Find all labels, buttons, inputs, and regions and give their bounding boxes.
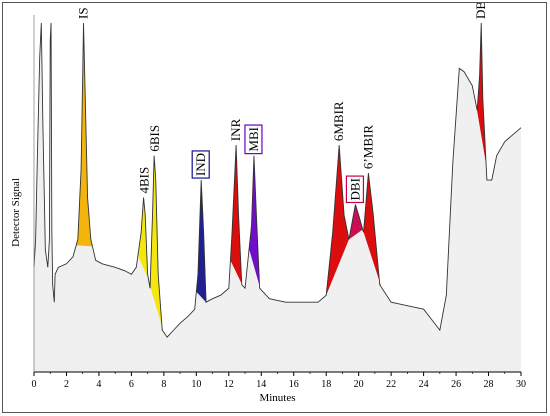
x-tick-label: 2 — [64, 379, 69, 390]
peak-label-group: IND — [191, 150, 210, 179]
peak-label: 4BIS — [136, 167, 151, 194]
peak-fill-4bis — [137, 197, 149, 279]
peak-label-group: INR — [228, 118, 243, 141]
x-tick-label: 30 — [516, 379, 526, 390]
x-tick-label: 14 — [256, 379, 266, 390]
baseline-area — [34, 23, 521, 372]
x-tick-label: 8 — [161, 379, 166, 390]
peak-fill-6mbir-prime — [362, 175, 382, 288]
peak-fill-dbi — [348, 205, 363, 240]
x-tick-label: 0 — [32, 379, 37, 390]
x-tick-label: 16 — [289, 379, 299, 390]
signal-trace — [33, 22, 522, 338]
peak-fill-dbir — [476, 23, 487, 164]
chromatogram-chart: 0 2 4 6 8 10 12 14 16 18 20 22 24 26 28 30MinutesDetect… — [10, 3, 526, 404]
peak-label: 6MBIR — [331, 101, 346, 141]
x-tick-label: 24 — [419, 379, 429, 390]
peak-label-group: 6MBIR — [331, 101, 346, 141]
peak-label-group: IS — [76, 7, 91, 19]
peak-label: 6BIS — [147, 125, 162, 152]
peak-label-group: DBI — [345, 175, 365, 204]
peak-label: INR — [228, 118, 243, 141]
x-tick-label: 22 — [386, 379, 396, 390]
x-tick-label: 28 — [484, 379, 494, 390]
chart-frame: 0 2 4 6 8 10 12 14 16 18 20 22 24 26 28 30 Minutes Detect… — [2, 2, 547, 413]
peak-fill-6mbir — [326, 149, 349, 296]
peak-label: 6’MBIR — [360, 125, 375, 169]
peak-label-box — [244, 124, 263, 155]
peak-label: IS — [76, 7, 91, 19]
peak-label-group: DBIR — [473, 3, 488, 19]
peak-label-box — [191, 150, 210, 179]
peak-label-group: 4BIS — [136, 167, 151, 194]
peak-label: DBIR — [473, 3, 488, 19]
peak-label-box — [345, 175, 365, 204]
peak-label-group: MBI — [244, 124, 263, 155]
x-tick-label: 4 — [96, 379, 101, 390]
peak-label-group: 6’MBIR — [360, 125, 375, 169]
peak-fill-6bis — [149, 155, 164, 333]
x-tick-label: 6 — [129, 379, 134, 390]
x-tick-label: 10 — [191, 379, 201, 390]
x-tick-label: 26 — [451, 379, 461, 390]
x-tick-label: 18 — [321, 379, 331, 390]
peak-label-group: 6BIS — [147, 125, 162, 152]
peak-label: MBI — [246, 127, 261, 152]
x-axis-title: Minutes — [259, 392, 295, 404]
peak-fill-inr — [230, 147, 243, 286]
x-tick-label: 12 — [224, 379, 234, 390]
y-axis-title: Detector Signal — [10, 178, 22, 247]
x-tick-label: 20 — [354, 379, 364, 390]
peak-label: DBI — [347, 178, 362, 200]
peak-label: IND — [193, 153, 208, 176]
peak-fill-ind — [196, 180, 207, 303]
peak-fill-mbi — [249, 159, 261, 290]
